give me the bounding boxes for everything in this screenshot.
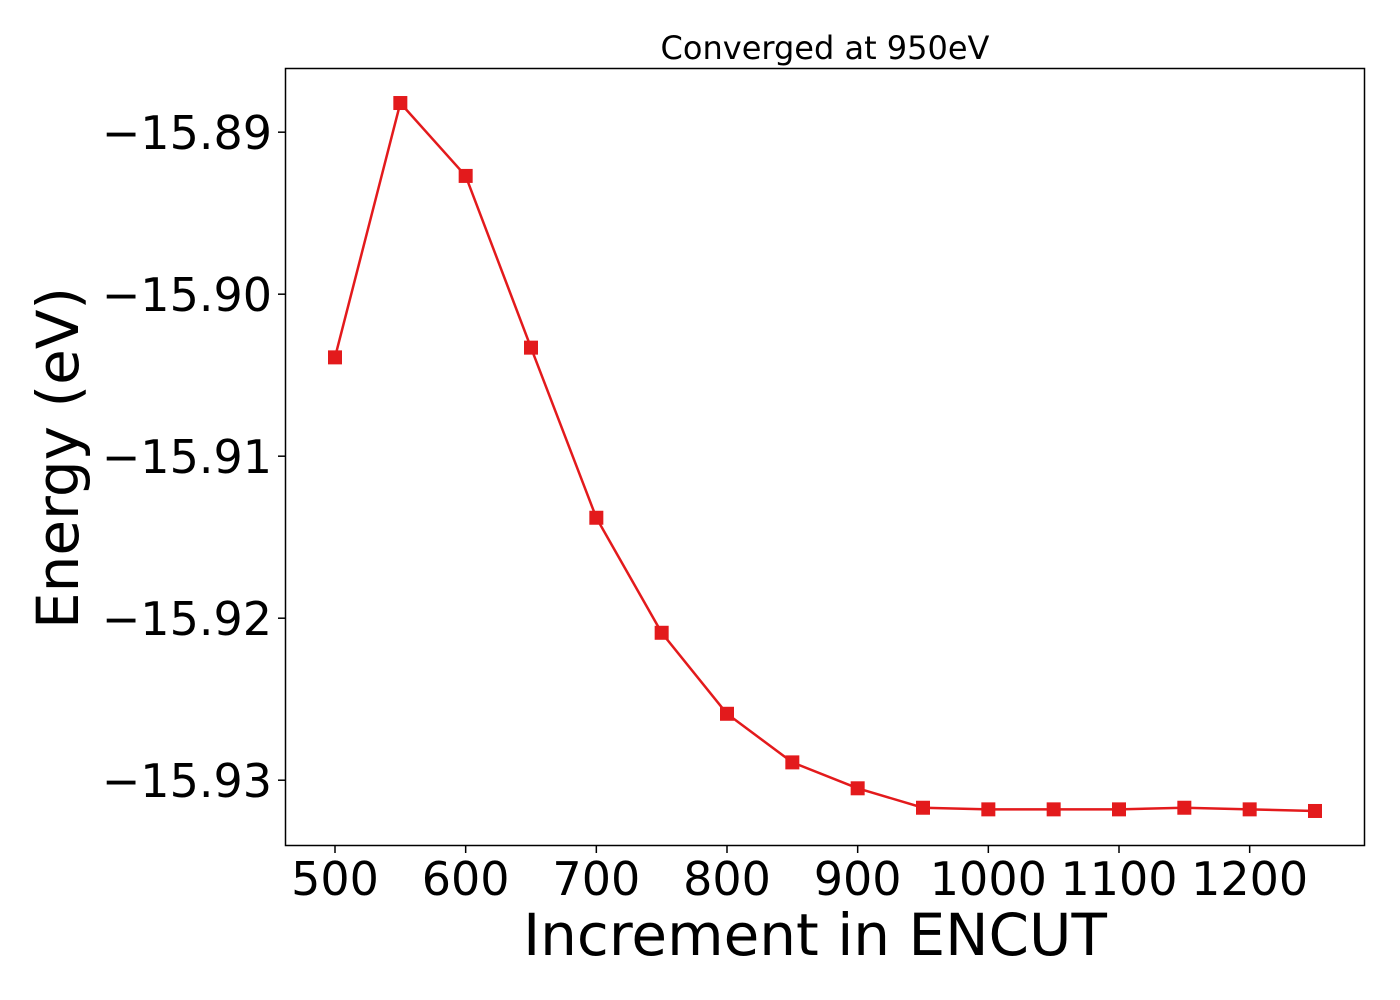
data-point-marker [981, 802, 996, 817]
data-point-marker [1046, 802, 1061, 817]
series-line [333, 101, 1316, 813]
x-tick-label: 700 [552, 852, 640, 906]
data-point-marker [1177, 800, 1192, 815]
data-point-marker [458, 168, 473, 183]
data-point-marker [1308, 803, 1322, 818]
data-point-marker [850, 781, 865, 796]
data-point-marker [654, 625, 669, 640]
x-tick-label: 800 [683, 852, 771, 906]
data-point-marker [393, 96, 408, 111]
data-point-marker [524, 340, 538, 355]
data-point-marker [328, 350, 342, 365]
data-point-marker [720, 706, 734, 721]
x-tick-label: 900 [814, 852, 902, 906]
x-tick-label: 600 [422, 852, 510, 906]
x-tick-label: 1200 [1191, 852, 1308, 906]
plot-frame [284, 67, 1366, 847]
y-axis-title: Energy (eV) [24, 287, 92, 629]
x-axis-ticks: 500 600 700 800 900 1000 1100 1200 [291, 845, 1308, 906]
series-group [328, 96, 1322, 818]
y-tick-label: −15.90 [102, 268, 272, 322]
data-point-marker [916, 800, 930, 815]
data-point-marker [1242, 802, 1257, 817]
x-tick-label: 1100 [1060, 852, 1177, 906]
x-tick-label: 1000 [930, 852, 1047, 906]
y-tick-label: −15.93 [102, 754, 272, 808]
chart-title: Converged at 950eV [661, 29, 990, 67]
data-point-marker [589, 510, 604, 525]
data-point-marker [1112, 802, 1126, 817]
x-axis-title: Increment in ENCUT [523, 901, 1107, 969]
y-tick-label: −15.92 [102, 592, 272, 646]
y-tick-label: −15.91 [102, 430, 272, 484]
x-tick-label: 500 [291, 852, 379, 906]
y-axis-ticks: −15.89 −15.90 −15.91 −15.92 −15.93 [102, 106, 286, 808]
data-point-marker [785, 755, 800, 770]
y-tick-label: −15.89 [102, 106, 272, 160]
